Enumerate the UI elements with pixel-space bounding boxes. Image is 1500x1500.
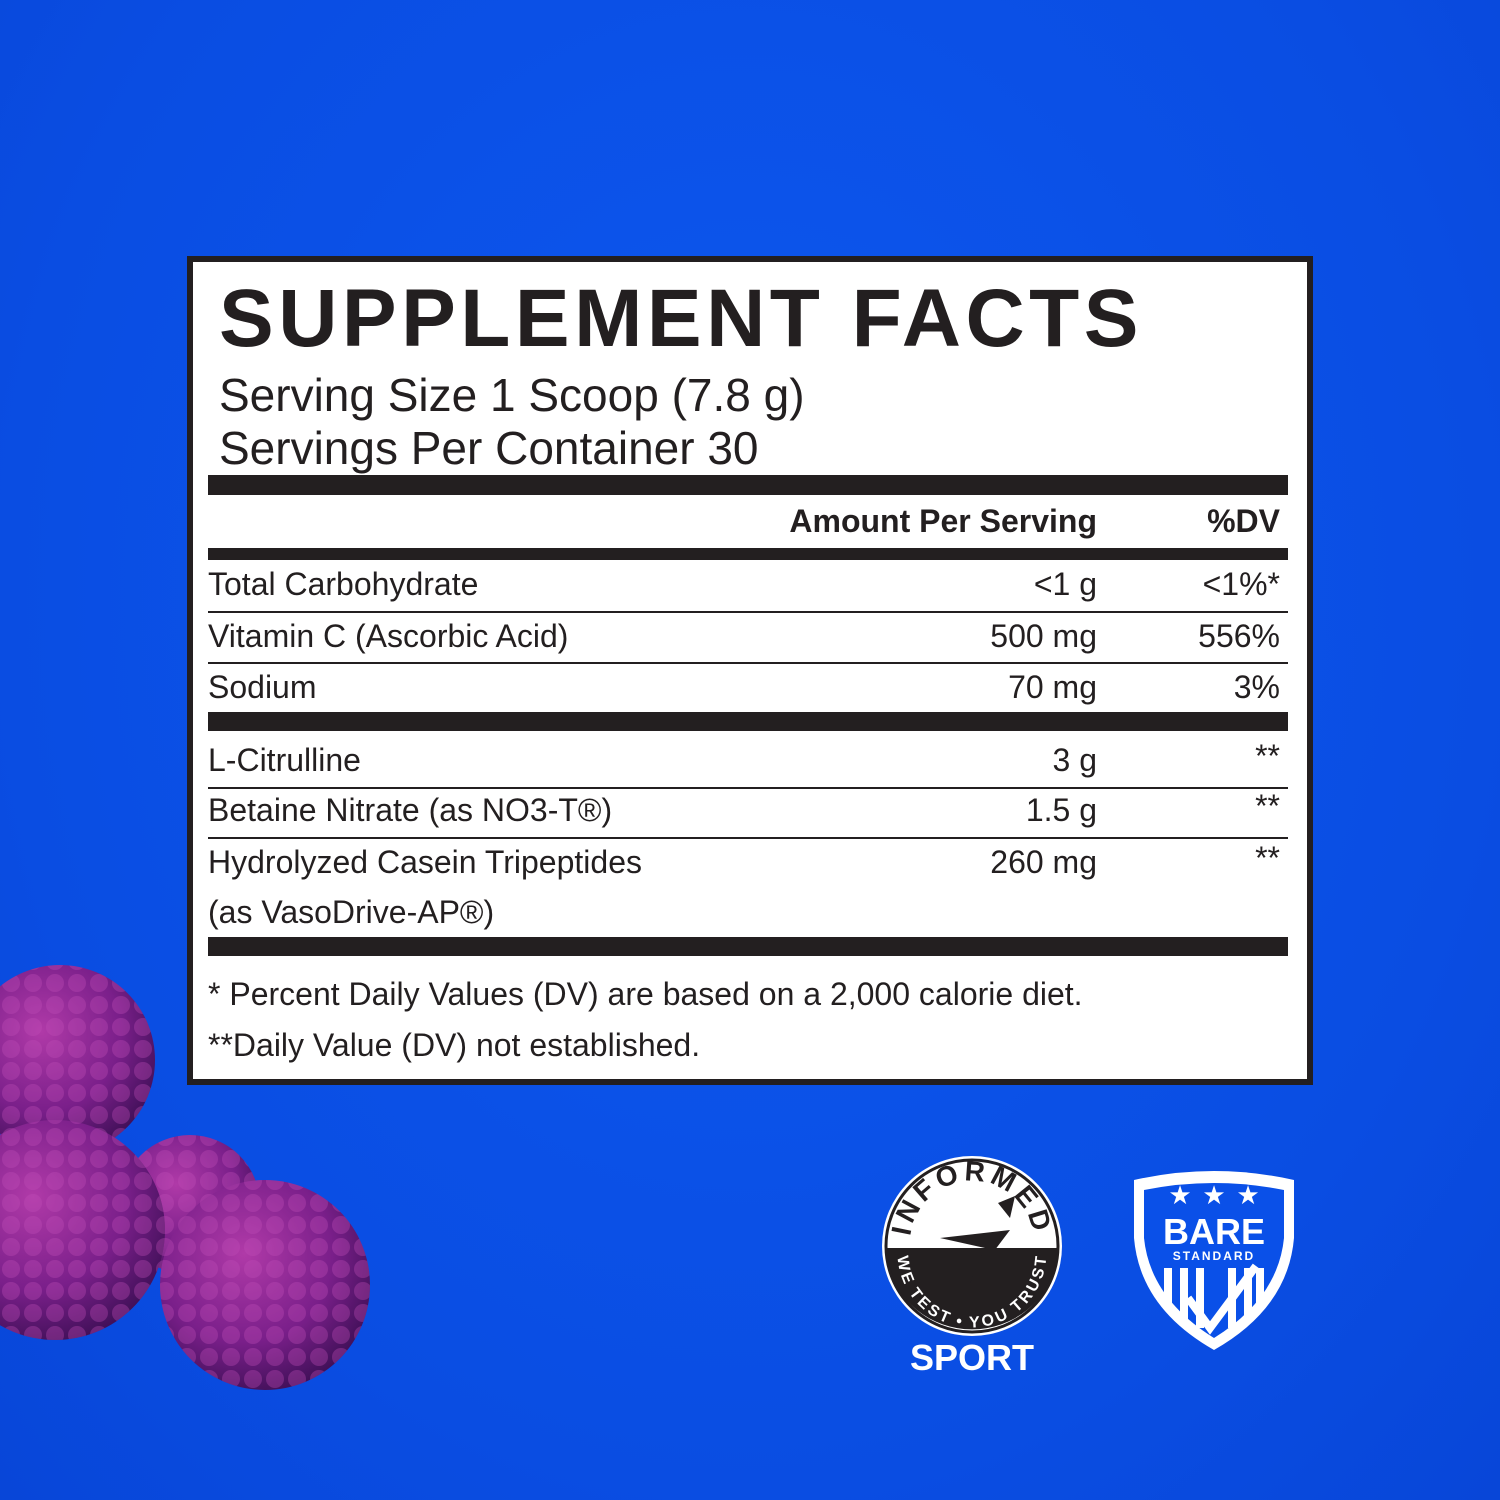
row-dv: ** [1255,840,1280,876]
footnote: * Percent Daily Values (DV) are based on… [208,976,1083,1012]
row-divider [208,662,1288,664]
row-name: L-Citrulline [208,742,361,778]
row-name-line2: (as VasoDrive-AP®) [208,894,495,930]
medium-divider [208,548,1288,560]
row-divider [208,837,1288,839]
row-name: Sodium [208,669,317,705]
row-dv: 556% [1198,618,1280,654]
serving-size: Serving Size 1 Scoop (7.8 g) [219,369,805,421]
row-name: Hydrolyzed Casein Tripeptides [208,844,642,880]
raspberry [160,1180,370,1390]
supplement-facts-panel: SUPPLEMENT FACTS Serving Size 1 Scoop (7… [187,256,1313,1085]
row-amount: 3 g [1052,742,1097,778]
header-dv: %DV [1207,503,1280,539]
row-dv: <1%* [1202,566,1280,602]
svg-text:★: ★ [1202,1180,1225,1210]
row-name: Betaine Nitrate (as NO3-T®) [208,792,613,828]
header-amount: Amount Per Serving [789,503,1097,539]
row-dv: ** [1255,738,1280,774]
row-amount: 1.5 g [1025,792,1097,828]
row-name: Vitamin C (Ascorbic Acid) [208,618,569,654]
panel-title: SUPPLEMENT FACTS [219,273,1143,364]
footnote: **Daily Value (DV) not established. [208,1027,701,1063]
servings-per-container: Servings Per Container 30 [219,422,759,474]
row-amount: 500 mg [990,618,1097,654]
row-divider [208,787,1288,789]
row-name: Total Carbohydrate [208,566,479,602]
svg-text:BARE: BARE [1163,1211,1265,1252]
row-amount: 70 mg [1008,669,1097,705]
thick-divider [208,712,1288,731]
stars-icon: ★ ★ ★ [1168,1180,1259,1210]
sport-caption: SPORT [910,1337,1034,1378]
bare-standard-badge: ★ ★ ★ BARE STANDARD [1134,1171,1294,1350]
svg-text:★: ★ [1168,1180,1191,1210]
row-dv: 3% [1233,669,1280,705]
row-dv: ** [1255,788,1280,824]
raspberries-image [0,965,370,1390]
informed-sport-badge: INFORMED WE TEST • YOU TRUST SPORT [882,1155,1062,1378]
row-divider [208,611,1288,613]
row-amount: 260 mg [990,844,1097,880]
lightning-figure-icon [940,1196,1015,1283]
stripes-check-icon [1164,1263,1264,1335]
raspberry [0,1120,165,1340]
raspberry [0,965,155,1155]
thick-divider [208,937,1288,956]
svg-text:STANDARD: STANDARD [1173,1249,1255,1263]
row-amount: <1 g [1033,566,1097,602]
svg-text:★: ★ [1236,1180,1259,1210]
thick-divider [208,475,1288,495]
